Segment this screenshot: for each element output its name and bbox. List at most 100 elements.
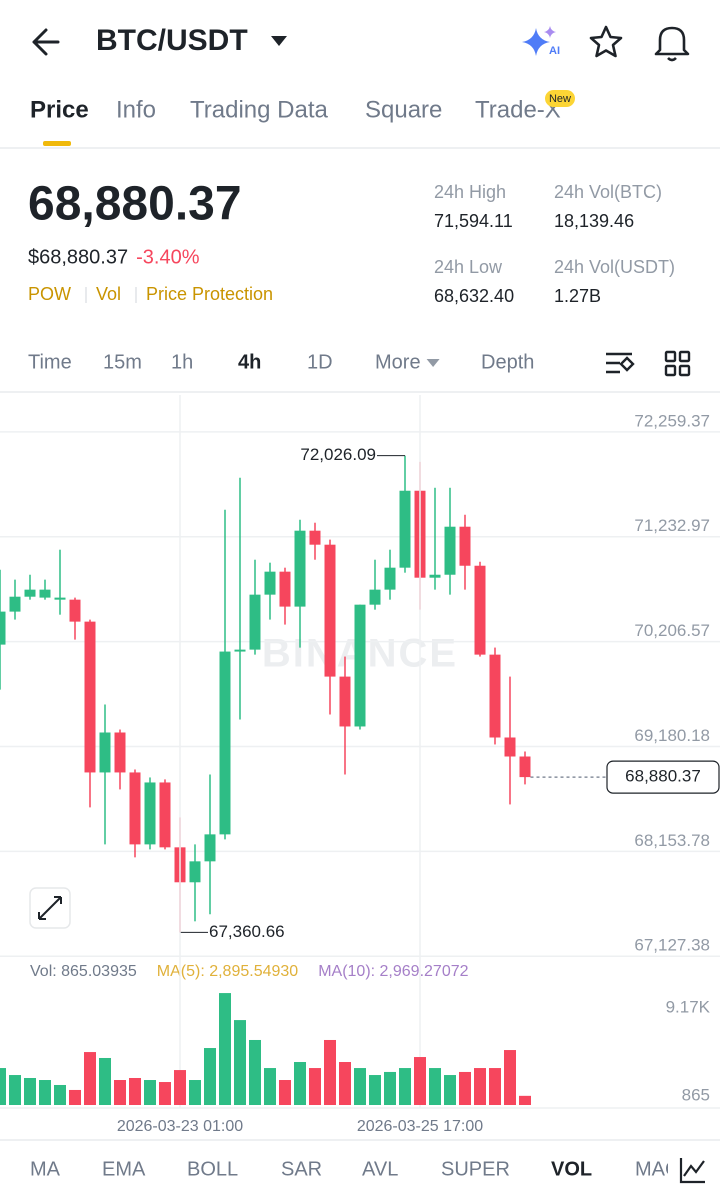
tab[interactable]: Price xyxy=(30,96,89,123)
indicator[interactable]: AVL xyxy=(362,1158,398,1180)
volume-bar xyxy=(489,1068,501,1105)
y-tick-label: 69,180.18 xyxy=(634,726,710,745)
volume-bar xyxy=(414,1057,426,1105)
favorite-button[interactable] xyxy=(589,25,623,58)
candle-body xyxy=(129,772,141,845)
volume-bar xyxy=(249,1039,261,1105)
x-tick-label: 2026-03-23 01:00 xyxy=(117,1118,243,1135)
volume-bar xyxy=(54,1084,66,1105)
volume-bar xyxy=(174,1070,186,1105)
indicator[interactable]: BOLL xyxy=(187,1158,238,1180)
volume-bar xyxy=(429,1068,441,1105)
candle-body xyxy=(9,596,21,612)
interval[interactable]: Depth xyxy=(481,351,534,373)
volume-bar xyxy=(309,1068,321,1105)
candle-body xyxy=(429,574,441,578)
indicator[interactable]: SAR xyxy=(281,1158,322,1180)
interval[interactable]: 4h xyxy=(238,351,261,373)
ai-button[interactable]: AI xyxy=(522,26,560,57)
pair-title[interactable]: BTC/USDT xyxy=(96,24,248,57)
volume-bar xyxy=(114,1080,126,1105)
volume-bar xyxy=(354,1068,366,1105)
ai-sparkle xyxy=(522,28,550,56)
candle-body xyxy=(444,526,456,575)
candle-body xyxy=(144,782,156,845)
stat-label: 24h Vol(BTC) xyxy=(554,182,662,202)
volume-bar xyxy=(0,1068,6,1105)
stat-value: 18,139.46 xyxy=(554,211,634,231)
layout-button[interactable] xyxy=(664,350,691,377)
tag[interactable]: Price Protection xyxy=(146,284,273,304)
candle-body xyxy=(24,589,36,597)
fullscreen-button[interactable] xyxy=(29,887,71,929)
alert-button[interactable] xyxy=(654,26,690,62)
tag[interactable]: Vol xyxy=(96,284,121,304)
volume-bar xyxy=(234,1020,246,1105)
stat-value: 1.27B xyxy=(554,286,601,306)
indicator[interactable]: MA xyxy=(30,1158,61,1180)
volume-bar xyxy=(384,1071,396,1105)
volume-bar xyxy=(459,1071,471,1105)
candle-body xyxy=(309,530,321,545)
tag[interactable]: POW xyxy=(28,284,71,304)
grid-cell xyxy=(678,364,691,377)
back-button[interactable] xyxy=(32,28,60,56)
volume-bar xyxy=(84,1052,96,1105)
interval[interactable]: Time xyxy=(28,351,72,373)
y-tick-label: 71,232.97 xyxy=(634,516,710,535)
indicator[interactable]: VOL xyxy=(551,1158,592,1180)
volume-legend: Vol: 865.03935 xyxy=(30,963,137,980)
candle-body xyxy=(54,597,66,600)
volume-bar xyxy=(129,1077,141,1105)
candle-body xyxy=(339,676,351,727)
candle-body xyxy=(399,490,411,568)
candle-body xyxy=(264,571,276,595)
candle-body xyxy=(219,651,231,835)
extreme-label: 67,360.66 xyxy=(209,922,285,941)
candle-body xyxy=(189,861,201,883)
volume-bar xyxy=(399,1068,411,1105)
stats: 24h High 71,594.11 24h Vol(BTC) 18,139.46 24… xyxy=(434,182,675,306)
volume-bar xyxy=(279,1080,291,1105)
volume-bar xyxy=(369,1075,381,1105)
last-price-box xyxy=(606,760,720,794)
tab[interactable]: Trading Data xyxy=(190,96,329,123)
interval[interactable]: 1h xyxy=(171,351,193,373)
stat-value: 71,594.11 xyxy=(434,211,513,231)
candle-body xyxy=(204,834,216,862)
candle-body xyxy=(159,782,171,848)
active-tab-indicator xyxy=(43,141,71,146)
tab[interactable]: Info xyxy=(116,96,156,123)
chart-settings-button[interactable] xyxy=(606,352,635,374)
volume-bar xyxy=(144,1080,156,1105)
fullscreen-arrows xyxy=(38,896,62,920)
volume-bar xyxy=(444,1075,456,1105)
volume-bar xyxy=(69,1089,81,1105)
bell-clapper xyxy=(667,57,677,62)
y-tick-label: 70,206.57 xyxy=(634,621,710,640)
pair-caret[interactable] xyxy=(271,36,287,46)
last-price-label: 68,880.37 xyxy=(625,767,701,786)
y-tick-label: 72,259.37 xyxy=(634,411,710,430)
interval[interactable]: 1D xyxy=(307,351,333,373)
last-price: 68,880.37 xyxy=(28,178,242,231)
stat-label: 24h Low xyxy=(434,257,503,277)
volume-tick-label: 9.17K xyxy=(666,997,711,1016)
interval[interactable]: More xyxy=(375,351,421,373)
grid-cell xyxy=(664,350,677,363)
tab[interactable]: Square xyxy=(365,96,442,123)
indicator[interactable]: EMA xyxy=(102,1158,146,1180)
volume-bar xyxy=(519,1095,531,1105)
volume-bar xyxy=(99,1057,111,1105)
candle-body xyxy=(99,732,111,773)
candle-body xyxy=(294,530,306,607)
ai-badge: AI xyxy=(549,45,560,57)
volume-bar xyxy=(189,1080,201,1105)
indicator-button[interactable] xyxy=(679,1158,705,1184)
back-arrow xyxy=(32,28,60,56)
indicator[interactable]: SUPER xyxy=(441,1158,510,1180)
interval[interactable]: 15m xyxy=(103,351,142,373)
